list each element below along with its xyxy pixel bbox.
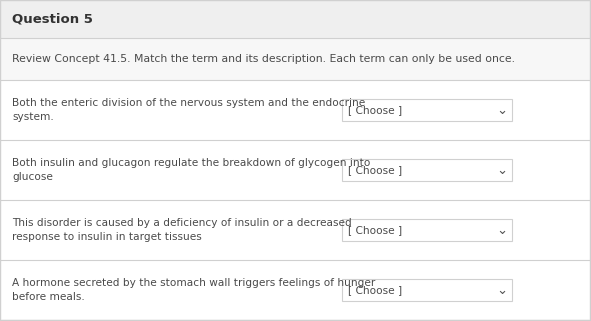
Text: ⌄: ⌄ <box>496 103 508 117</box>
Text: glucose: glucose <box>12 172 53 182</box>
Bar <box>0 200 591 260</box>
Text: ⌄: ⌄ <box>496 283 508 297</box>
Bar <box>0 140 591 200</box>
Bar <box>342 279 512 301</box>
Text: Question 5: Question 5 <box>12 13 93 25</box>
Text: Both insulin and glucagon regulate the breakdown of glycogen into: Both insulin and glucagon regulate the b… <box>12 158 371 168</box>
Text: [ Choose ]: [ Choose ] <box>348 285 402 295</box>
Text: Both the enteric division of the nervous system and the endocrine: Both the enteric division of the nervous… <box>12 98 365 108</box>
Text: Review Concept 41.5. Match the term and its description. Each term can only be u: Review Concept 41.5. Match the term and … <box>12 54 515 64</box>
Text: ⌄: ⌄ <box>496 223 508 237</box>
Text: [ Choose ]: [ Choose ] <box>348 225 402 235</box>
Text: system.: system. <box>12 112 54 122</box>
Text: response to insulin in target tissues: response to insulin in target tissues <box>12 232 202 242</box>
Text: This disorder is caused by a deficiency of insulin or a decreased: This disorder is caused by a deficiency … <box>12 218 352 228</box>
Bar <box>342 99 512 121</box>
Bar <box>0 260 591 320</box>
Bar <box>342 219 512 241</box>
Text: ⌄: ⌄ <box>496 163 508 177</box>
Bar <box>342 159 512 181</box>
Text: [ Choose ]: [ Choose ] <box>348 105 402 115</box>
Bar <box>0 0 591 38</box>
Text: before meals.: before meals. <box>12 292 85 302</box>
Bar <box>0 38 591 80</box>
Text: A hormone secreted by the stomach wall triggers feelings of hunger: A hormone secreted by the stomach wall t… <box>12 278 375 288</box>
Text: [ Choose ]: [ Choose ] <box>348 165 402 175</box>
Bar <box>0 80 591 140</box>
